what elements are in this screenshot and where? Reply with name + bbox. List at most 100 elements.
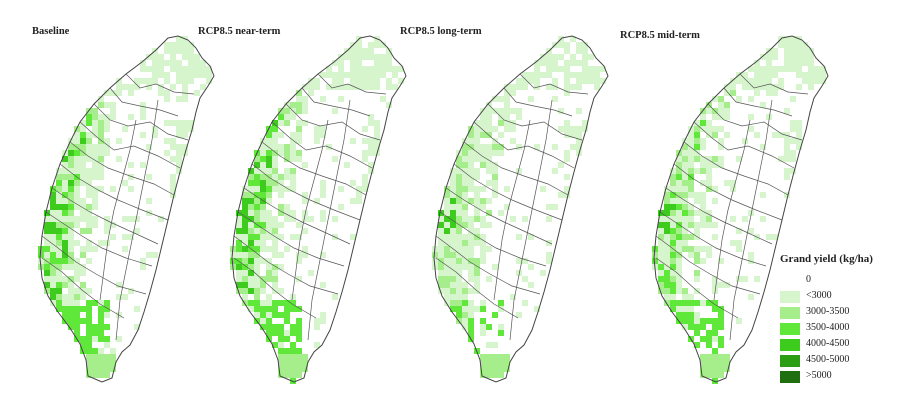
yield-cell <box>718 156 724 162</box>
yield-cell <box>438 276 444 282</box>
yield-cell <box>164 78 170 84</box>
yield-cell <box>56 288 62 294</box>
yield-cell <box>92 360 98 366</box>
yield-cell <box>682 210 688 216</box>
yield-cell <box>582 48 588 54</box>
yield-cell <box>670 216 676 222</box>
yield-cell <box>682 180 688 186</box>
yield-cell <box>552 66 558 72</box>
yield-cell <box>546 204 552 210</box>
yield-cell <box>706 174 712 180</box>
yield-cell <box>368 144 374 150</box>
yield-cell <box>266 294 272 300</box>
yield-cell <box>790 120 796 126</box>
county-boundary <box>115 99 159 341</box>
yield-cell <box>664 270 670 276</box>
yield-cell <box>802 42 808 48</box>
yield-cell <box>564 84 570 90</box>
yield-cell <box>182 42 188 48</box>
yield-cell <box>296 372 302 378</box>
yield-cell <box>380 60 386 66</box>
yield-cell <box>736 318 742 324</box>
yield-cell <box>468 156 474 162</box>
yield-cell <box>486 126 492 132</box>
yield-cell <box>438 288 444 294</box>
yield-cell <box>104 216 110 222</box>
yield-cell <box>576 144 582 150</box>
yield-cell <box>278 300 284 306</box>
yield-cell <box>730 90 736 96</box>
yield-cell <box>510 294 516 300</box>
yield-cell <box>296 306 302 312</box>
yield-cell <box>140 102 146 108</box>
yield-cell <box>296 96 302 102</box>
yield-cell <box>92 366 98 372</box>
yield-cell <box>676 264 682 270</box>
yield-cell <box>104 336 110 342</box>
yield-cell <box>480 132 486 138</box>
yield-cell <box>338 84 344 90</box>
yield-cell <box>670 282 676 288</box>
yield-cell <box>62 234 68 240</box>
yield-cell <box>808 72 814 78</box>
yield-cell <box>314 198 320 204</box>
yield-cell <box>760 72 766 78</box>
yield-cell <box>44 246 50 252</box>
yield-cell <box>790 138 796 144</box>
yield-cell <box>182 72 188 78</box>
yield-cell <box>110 366 116 372</box>
yield-cell <box>92 114 98 120</box>
yield-cell <box>778 156 784 162</box>
yield-cell <box>68 234 74 240</box>
yield-cell <box>314 342 320 348</box>
yield-cell <box>498 300 504 306</box>
yield-cell <box>498 210 504 216</box>
yield-cell <box>254 270 260 276</box>
yield-cell <box>820 78 826 84</box>
yield-cell <box>658 270 664 276</box>
yield-cell <box>284 144 290 150</box>
yield-cell <box>796 60 802 66</box>
yield-cell <box>664 246 670 252</box>
yield-cell <box>350 198 356 204</box>
yield-cell <box>374 144 380 150</box>
yield-cell <box>718 336 724 342</box>
yield-cell <box>266 156 272 162</box>
yield-cell <box>68 264 74 270</box>
yield-cell <box>290 210 296 216</box>
yield-cell <box>74 144 80 150</box>
yield-cell <box>170 60 176 66</box>
yield-cell <box>706 180 712 186</box>
yield-cells <box>432 36 606 378</box>
yield-cell <box>552 168 558 174</box>
yield-cell <box>104 372 110 378</box>
yield-cell <box>86 366 92 372</box>
yield-cell <box>266 168 272 174</box>
yield-cell <box>796 138 802 144</box>
yield-cell <box>254 264 260 270</box>
yield-cell <box>796 66 802 72</box>
yield-cell <box>486 198 492 204</box>
yield-cell <box>658 228 664 234</box>
yield-cell <box>176 96 182 102</box>
yield-cell <box>474 138 480 144</box>
yield-cell <box>254 246 260 252</box>
yield-cell <box>284 348 290 354</box>
yield-cell <box>790 60 796 66</box>
yield-cell <box>540 72 546 78</box>
yield-cell <box>272 126 278 132</box>
yield-cell <box>748 78 754 84</box>
yield-cell <box>480 324 486 330</box>
yield-cell <box>50 240 56 246</box>
yield-cell <box>200 84 206 90</box>
legend-label: 3500-4000 <box>806 322 850 333</box>
yield-cell <box>296 324 302 330</box>
yield-cell <box>688 132 694 138</box>
yield-cell <box>766 114 772 120</box>
yield-cell <box>676 162 682 168</box>
yield-cell <box>694 318 700 324</box>
yield-cell <box>450 210 456 216</box>
yield-cell <box>392 66 398 72</box>
yield-cell <box>462 174 468 180</box>
yield-cell <box>564 42 570 48</box>
